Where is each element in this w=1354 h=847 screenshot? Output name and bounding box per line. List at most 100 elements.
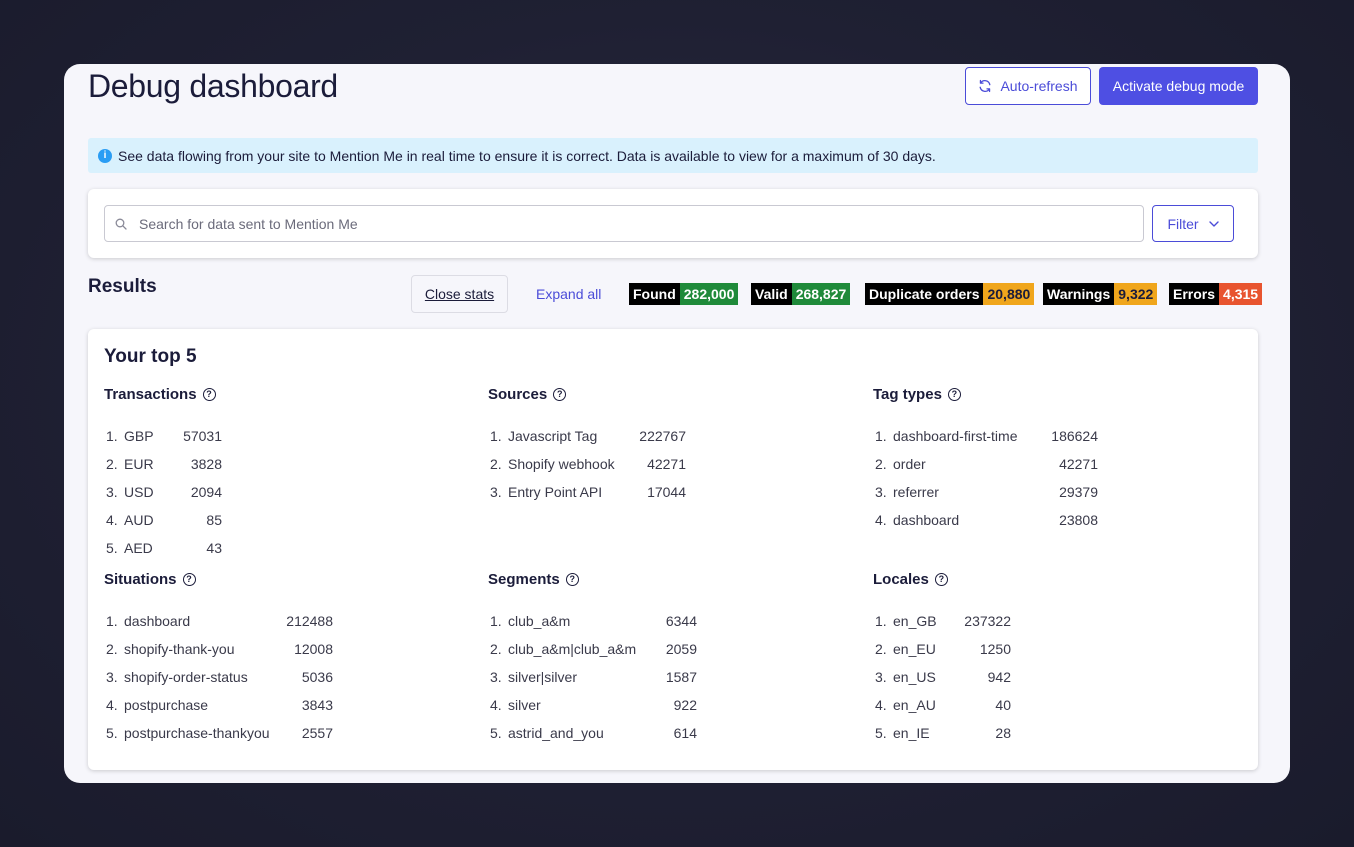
filter-label: Filter: [1167, 215, 1199, 232]
activate-debug-mode-button[interactable]: Activate debug mode: [1099, 67, 1258, 105]
list-item: 1. dashboard-first-time 186624: [873, 422, 1098, 450]
item-count: 40: [995, 697, 1011, 713]
section-title: Tag types ?: [873, 384, 1098, 404]
help-icon[interactable]: ?: [182, 572, 196, 586]
help-icon[interactable]: ?: [934, 572, 948, 586]
section-transactions: Transactions ? 1. GBP 57031 2. EUR 3828 3. US…: [104, 384, 222, 562]
info-banner-text: See data flowing from your site to Menti…: [118, 147, 936, 164]
rank: 2.: [875, 456, 887, 472]
list-item: 5. AED 43: [104, 534, 222, 562]
rank: 4.: [875, 697, 887, 713]
close-stats-button[interactable]: Close stats: [411, 275, 508, 313]
top5-panel: Your top 5 Transactions ? 1. GBP 57031 2. E…: [88, 329, 1258, 770]
section-title: Sources ?: [488, 384, 686, 404]
item-count: 3828: [190, 456, 222, 472]
item-label: en_AU: [893, 697, 936, 713]
filter-button[interactable]: Filter: [1152, 205, 1234, 242]
item-label: en_US: [893, 669, 936, 685]
help-icon[interactable]: ?: [947, 387, 961, 401]
list-item: 4. en_AU 40: [873, 691, 1011, 719]
section-title-text: Tag types: [873, 385, 942, 403]
list-item: 5. astrid_and_you 614: [488, 719, 697, 747]
top5-list: 1. club_a&m 6344 2. club_a&m|club_a&m 2059 3…: [488, 607, 697, 747]
search-panel: Search for data sent to Mention Me Filte…: [88, 189, 1258, 258]
item-label: Entry Point API: [508, 484, 603, 500]
item-count: 17044: [647, 484, 686, 500]
help-icon[interactable]: ?: [565, 572, 579, 586]
rank: 3.: [875, 484, 887, 500]
list-item: 3. USD 2094: [104, 478, 222, 506]
page-title: Debug dashboard: [88, 68, 338, 104]
stat-found-label: Found: [629, 283, 680, 305]
rank: 4.: [875, 512, 887, 528]
stat-duplicate-orders: Duplicate orders 20,880: [865, 283, 1035, 305]
item-label: shopify-order-status: [124, 669, 248, 685]
list-item: 1. en_GB 237322: [873, 607, 1011, 635]
item-label: postpurchase: [124, 697, 209, 713]
top5-list: 1. dashboard 212488 2. shopify-thank-you 120…: [104, 607, 333, 747]
chevron-down-icon: [1208, 220, 1219, 227]
section-situations: Situations ? 1. dashboard 212488 2. shopify…: [104, 569, 333, 747]
results-title: Results: [88, 276, 157, 297]
info-icon: i: [98, 148, 112, 163]
debug-dashboard-card: Debug dashboard Auto-refresh Activate de…: [64, 64, 1290, 783]
item-label: en_EU: [893, 641, 936, 657]
item-label: USD: [124, 484, 154, 500]
rank: 5.: [106, 725, 118, 741]
list-item: 4. AUD 85: [104, 506, 222, 534]
rank: 2.: [106, 456, 118, 472]
stat-valid: Valid 268,827: [751, 283, 851, 305]
section-tag-types: Tag types ? 1. dashboard-first-time 186624…: [873, 384, 1098, 534]
rank: 4.: [106, 697, 118, 713]
stat-duplicate-orders-value: 20,880: [983, 283, 1035, 305]
rank: 3.: [106, 484, 118, 500]
item-label: Shopify webhook: [508, 456, 615, 472]
item-count: 212488: [286, 613, 333, 629]
item-count: 614: [673, 725, 697, 741]
section-title: Locales ?: [873, 569, 1011, 589]
rank: 3.: [490, 669, 502, 685]
top5-title: Your top 5: [104, 346, 197, 367]
help-icon[interactable]: ?: [553, 387, 567, 401]
item-count: 3843: [301, 697, 333, 713]
item-label: club_a&m: [508, 613, 571, 629]
item-label: club_a&m|club_a&m: [508, 641, 637, 657]
item-label: silver: [508, 697, 541, 713]
item-label: postpurchase-thankyou: [124, 725, 270, 741]
list-item: 2. order 42271: [873, 450, 1098, 478]
item-count: 2094: [190, 484, 222, 500]
help-icon[interactable]: ?: [202, 387, 216, 401]
expand-all-link[interactable]: Expand all: [536, 286, 602, 302]
item-label: Javascript Tag: [508, 428, 598, 444]
list-item: 5. en_IE 28: [873, 719, 1011, 747]
list-item: 1. club_a&m 6344: [488, 607, 697, 635]
search-input[interactable]: Search for data sent to Mention Me: [104, 205, 1144, 242]
stat-valid-label: Valid: [751, 283, 792, 305]
item-count: 1250: [979, 641, 1011, 657]
section-title-text: Segments: [488, 570, 560, 588]
item-label: dashboard: [893, 512, 960, 528]
item-label: silver|silver: [508, 669, 577, 685]
item-label: en_GB: [893, 613, 937, 629]
rank: 1.: [106, 613, 118, 629]
rank: 4.: [106, 512, 118, 528]
item-count: 43: [206, 540, 222, 556]
search-icon: [115, 218, 127, 230]
item-label: GBP: [124, 428, 154, 444]
section-locales: Locales ? 1. en_GB 237322 2. en_EU 1250 3. en…: [873, 569, 1011, 747]
info-banner: i See data flowing from your site to Men…: [88, 138, 1258, 173]
item-count: 942: [987, 669, 1011, 685]
rank: 1.: [875, 613, 887, 629]
rank: 3.: [106, 669, 118, 685]
list-item: 2. Shopify webhook 42271: [488, 450, 686, 478]
item-count: 57031: [183, 428, 222, 444]
stat-errors: Errors 4,315: [1169, 283, 1263, 305]
item-count: 85: [206, 512, 222, 528]
auto-refresh-button[interactable]: Auto-refresh: [965, 67, 1091, 105]
section-title-text: Locales: [873, 570, 929, 588]
stat-duplicate-orders-label: Duplicate orders: [865, 283, 984, 305]
list-item: 3. referrer 29379: [873, 478, 1098, 506]
list-item: 3. en_US 942: [873, 663, 1011, 691]
item-count: 222767: [639, 428, 686, 444]
item-count: 28: [995, 725, 1011, 741]
